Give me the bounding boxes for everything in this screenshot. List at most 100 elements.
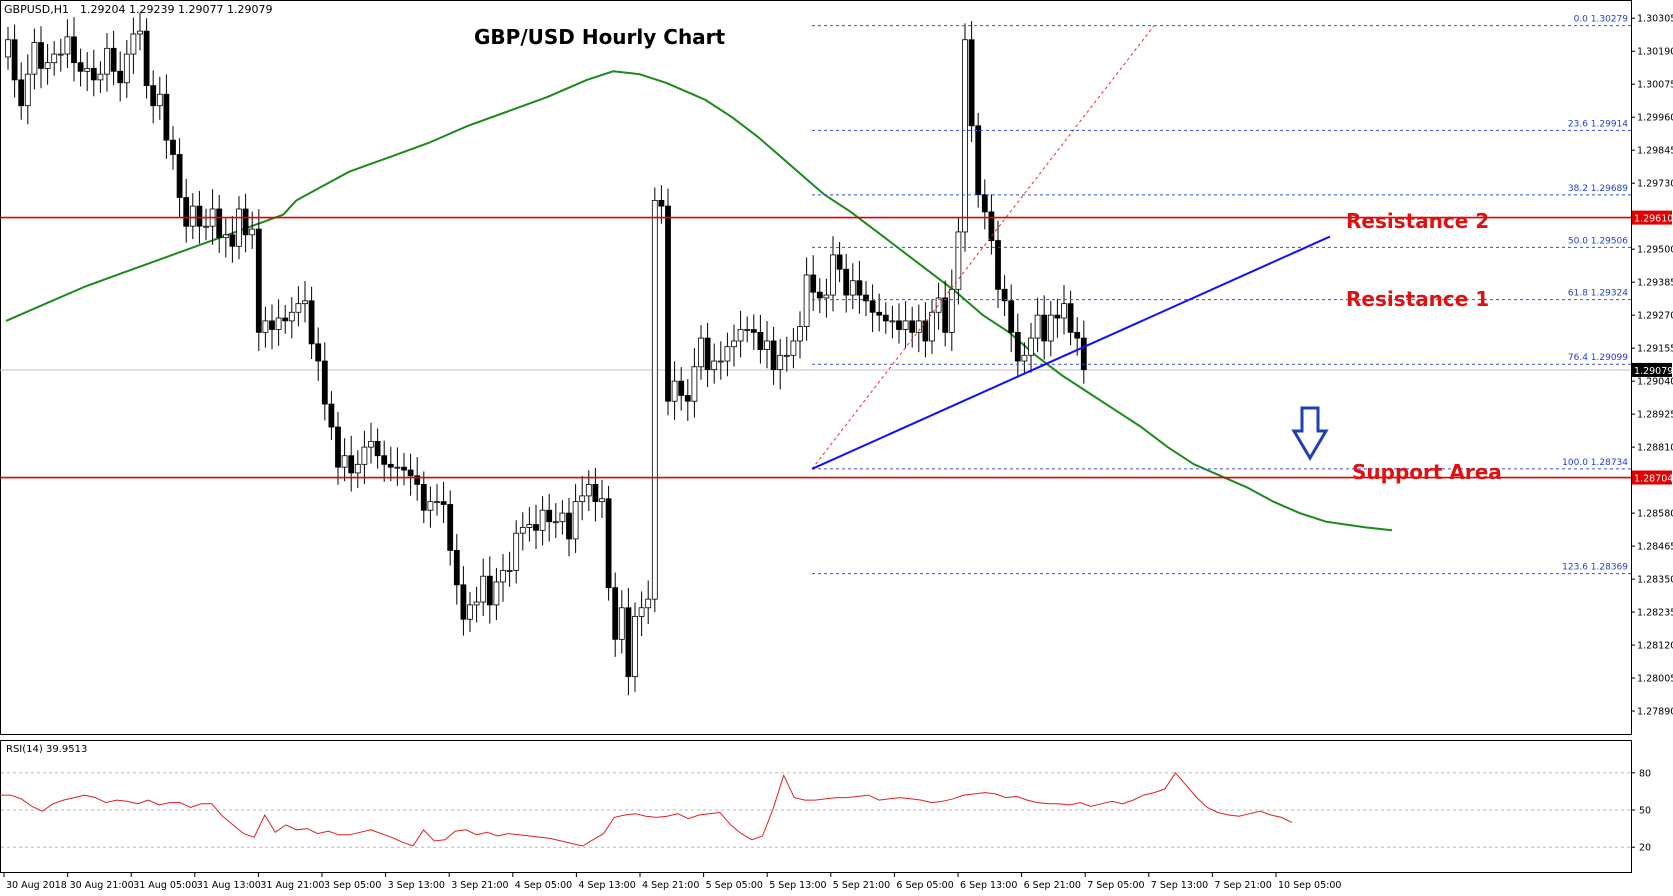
candle-body [229, 234, 236, 247]
time-tick-label: 4 Sep 05:00 [515, 880, 572, 891]
candle-body [315, 343, 322, 362]
candle-body [183, 197, 190, 227]
candle-body [592, 484, 599, 503]
candle-body [414, 475, 421, 485]
price-tick-label: 1.29385 [1637, 278, 1673, 289]
level-price-label: 1.29610 [1634, 214, 1673, 225]
time-tick-label: 6 Sep 05:00 [896, 880, 953, 891]
candle-body [354, 463, 361, 474]
candle-body [401, 466, 407, 471]
candle-body [724, 346, 731, 362]
candle-body [394, 466, 401, 469]
candle-body [1067, 303, 1074, 333]
candle-body [335, 426, 341, 468]
candle-body [77, 62, 84, 72]
annotation-support-area: Support Area [1352, 460, 1502, 484]
candle-body [269, 320, 275, 330]
candle-body [57, 53, 64, 56]
candle-body [163, 93, 170, 141]
candle-body [711, 360, 718, 371]
price-tick-label: 1.29500 [1637, 245, 1673, 256]
time-tick-label: 3 Sep 21:00 [451, 880, 508, 891]
candle-body [909, 320, 916, 333]
candle-body [638, 607, 645, 617]
annotation-resistance-1: Resistance 1 [1346, 287, 1489, 311]
candle-body [1047, 314, 1054, 342]
candle-body [599, 498, 605, 503]
price-tick-label: 1.28120 [1637, 641, 1673, 652]
candle-body [849, 280, 856, 296]
candle-body [698, 337, 704, 368]
candle-body [341, 455, 348, 468]
candle-body [44, 62, 51, 69]
candle-body [249, 228, 256, 236]
candle-body [420, 484, 427, 511]
candle-body [189, 205, 196, 227]
candle-body [896, 320, 902, 330]
candle-body [929, 311, 935, 342]
candle-body [889, 320, 896, 323]
candle-body [962, 39, 968, 233]
candle-body [196, 205, 203, 227]
symbol-label: GBPUSD,H1 [4, 3, 69, 16]
candle-body [691, 366, 698, 402]
price-panel-frame [0, 0, 1632, 735]
candle-body [123, 53, 130, 84]
candle-body [150, 85, 157, 107]
candle-body [856, 280, 863, 296]
candle-body [222, 234, 229, 239]
level-price-tag [1632, 470, 1672, 485]
candle-body [704, 337, 711, 371]
candle-body [684, 395, 691, 402]
candle-body [948, 288, 955, 333]
rsi-level-label: 80 [1639, 768, 1651, 779]
candle-body [612, 587, 619, 640]
price-tick-label: 1.30075 [1637, 80, 1673, 91]
candle-body [440, 501, 447, 505]
candle-body [678, 380, 685, 396]
price-tick-label: 1.29730 [1637, 179, 1673, 190]
candle-body [618, 607, 625, 640]
candle-body [658, 199, 665, 207]
candle-body [31, 42, 38, 75]
price-tick-label: 1.30305 [1637, 14, 1673, 25]
candle-body [737, 329, 744, 342]
price-tick-label: 1.29040 [1637, 377, 1673, 388]
candle-body [1034, 314, 1041, 339]
candle-body [981, 194, 988, 213]
candle-body [1061, 303, 1067, 319]
candle-body [407, 469, 414, 477]
price-tick-label: 1.28235 [1637, 608, 1673, 619]
candle-body [467, 604, 473, 620]
time-tick-label: 31 Aug 05:00 [133, 880, 197, 891]
price-tick-label: 1.29155 [1637, 344, 1673, 355]
price-tick-label: 1.28005 [1637, 674, 1673, 685]
price-tick-label: 1.27890 [1637, 707, 1673, 718]
candle-body [757, 331, 764, 350]
time-tick-label: 30 Aug 2018 [6, 880, 67, 891]
candle-body [1021, 354, 1028, 362]
candle-body [625, 607, 632, 678]
candle-body [717, 360, 724, 363]
candle-body [876, 311, 883, 316]
candle-body [368, 440, 374, 448]
candle-body [453, 549, 460, 586]
candle-body [203, 225, 209, 228]
rsi-panel-frame [0, 740, 1632, 873]
candle-body [882, 314, 889, 322]
candle-body [750, 329, 757, 333]
current-price-label: 1.29079 [1634, 366, 1673, 377]
candle-body [24, 73, 31, 107]
candle-body [308, 300, 315, 345]
current-price-tag [1632, 362, 1672, 377]
candle-body [236, 208, 242, 247]
candle-body [902, 320, 909, 330]
candle-body [816, 291, 823, 299]
candle-body [843, 268, 850, 296]
fib-level-label: 76.4 1.29099 [1568, 353, 1628, 363]
moving-average-line [5, 70, 1393, 532]
candle-body [546, 509, 553, 523]
candle-body [790, 340, 797, 356]
candle-body [110, 47, 117, 72]
candle-body [869, 300, 876, 313]
